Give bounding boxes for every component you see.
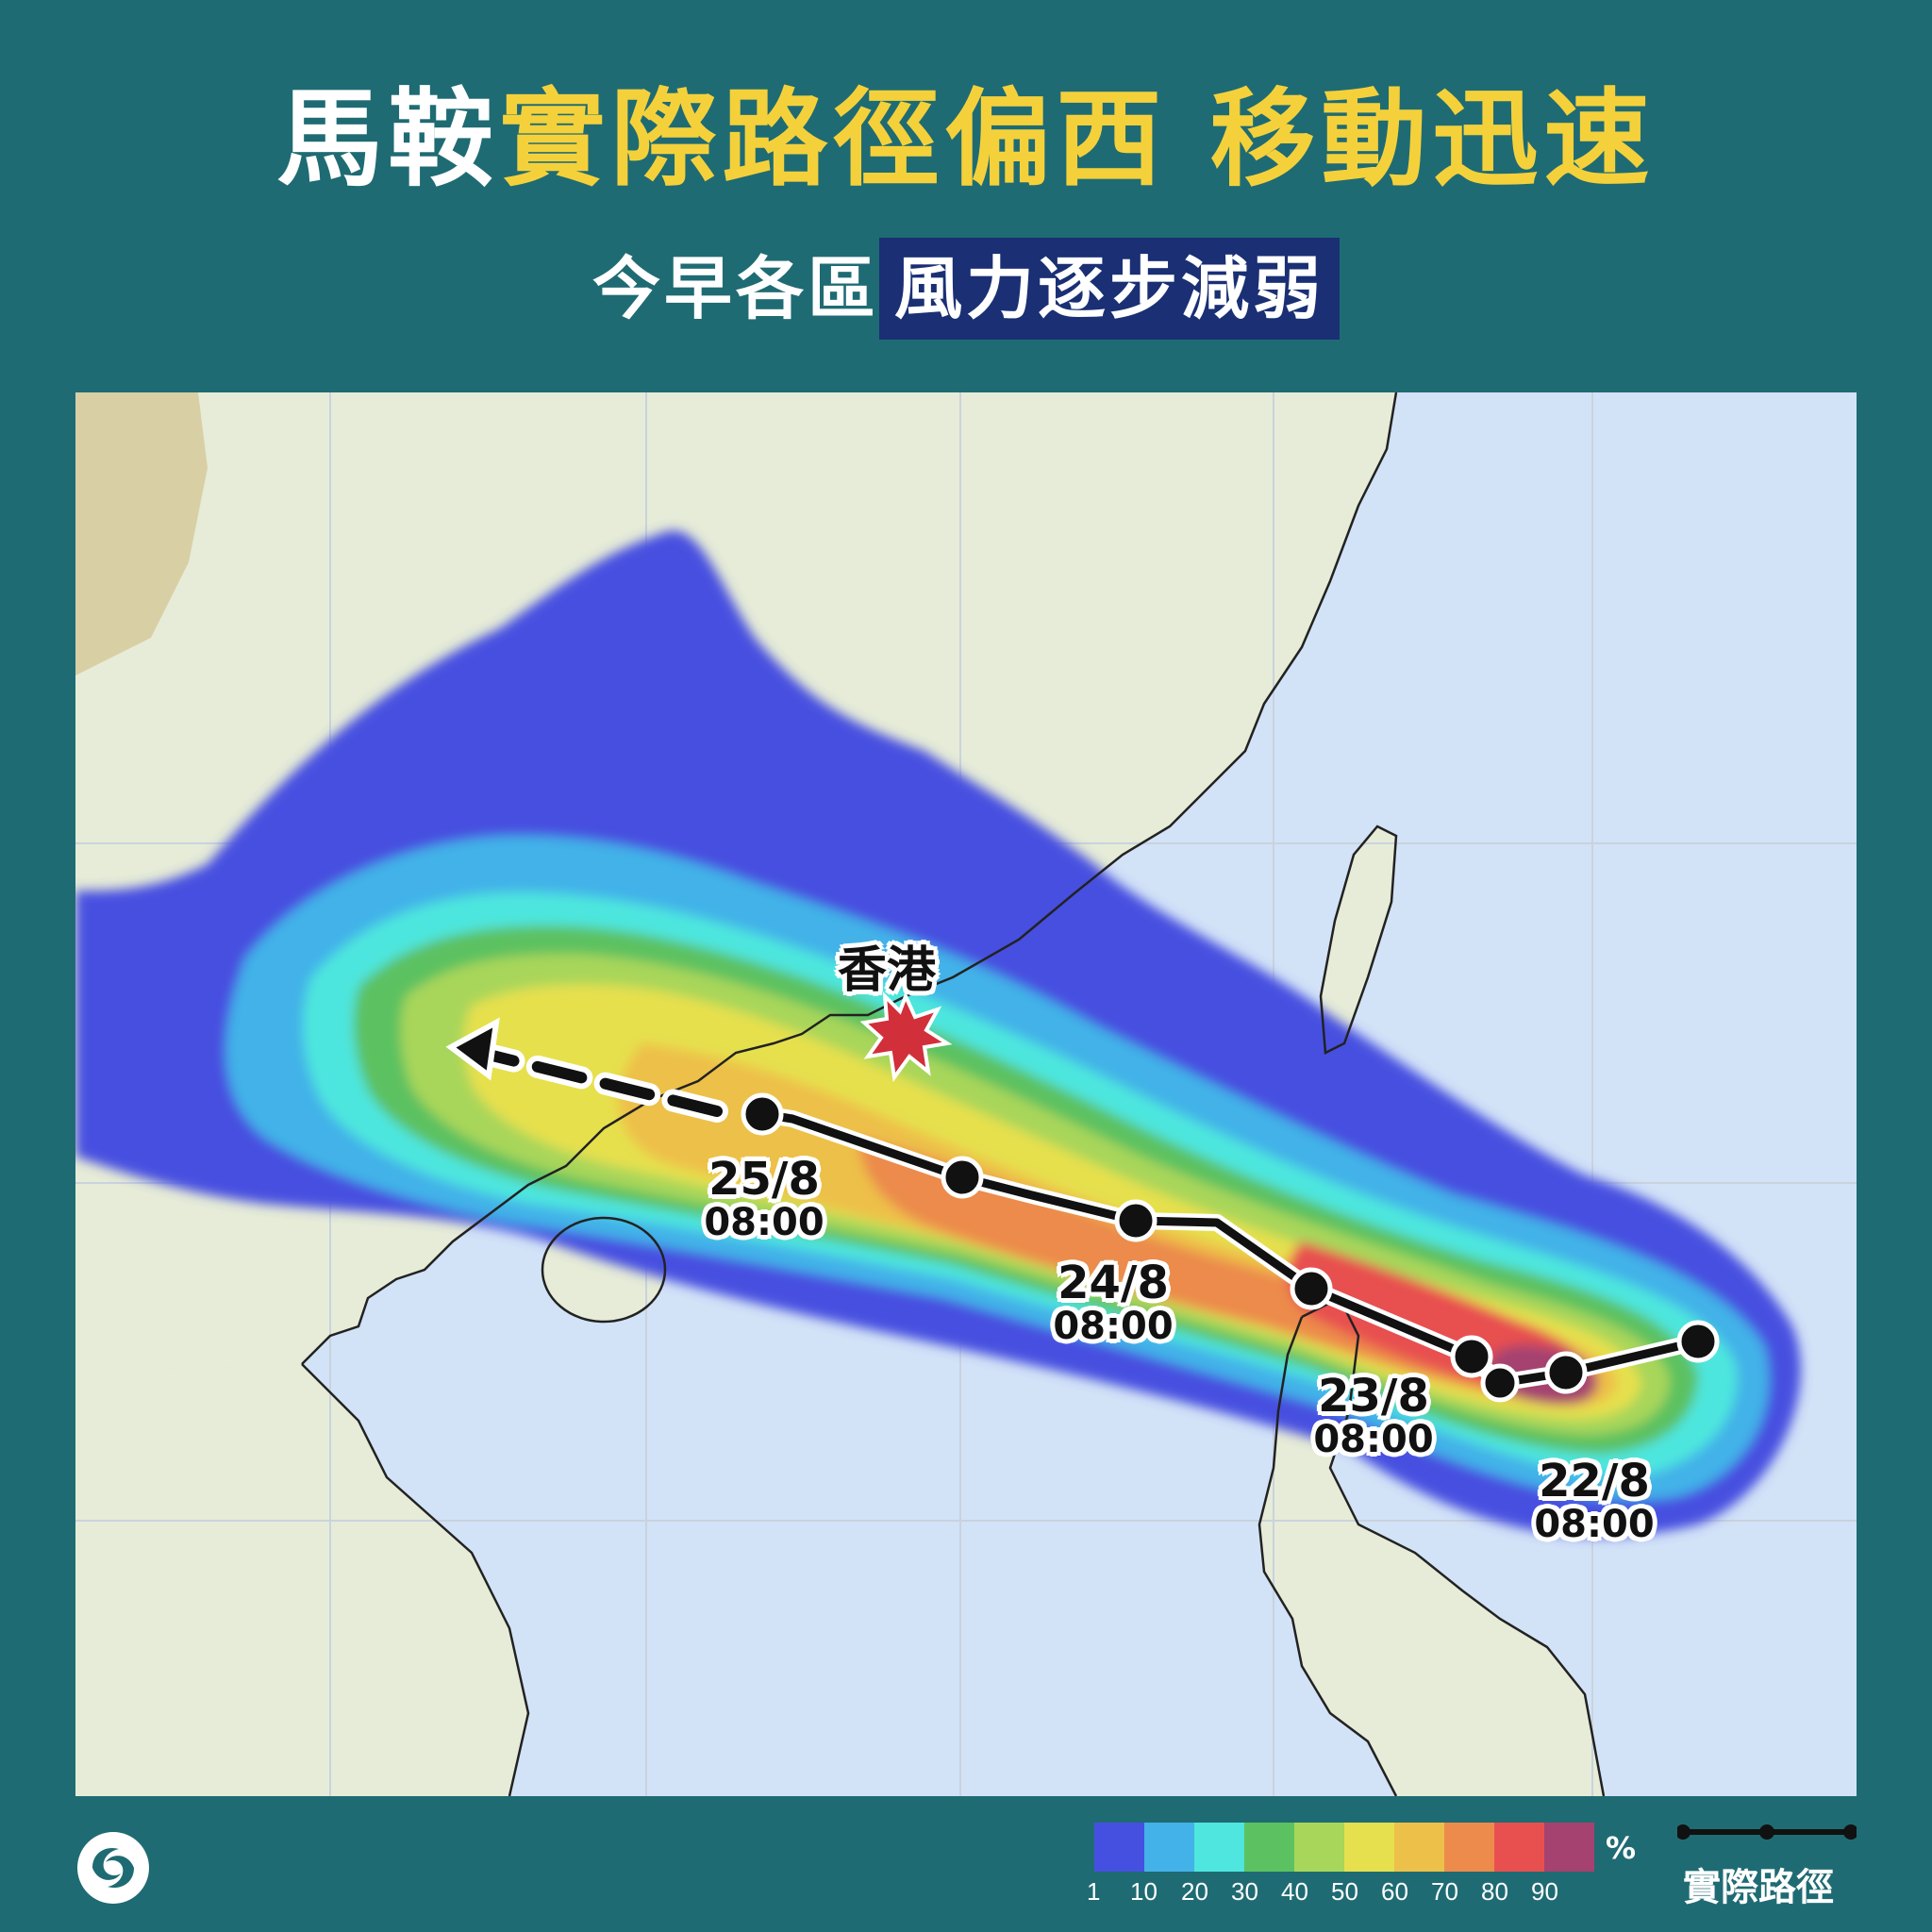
- track-point: [741, 1092, 784, 1136]
- subtitle-lead: 今早各區: [591, 249, 879, 328]
- legend-tick: 50: [1331, 1877, 1358, 1906]
- legend-swatch: [1344, 1823, 1394, 1872]
- track-point: [1480, 1363, 1520, 1403]
- legend-swatch: [1544, 1823, 1594, 1872]
- land-highlands: [75, 392, 208, 675]
- legend-tick: 10: [1130, 1877, 1158, 1906]
- coastlines: [301, 392, 1606, 1796]
- probability-map: 香港 25/8 08:00 24/8 08:00 23/8 08:00 22/8…: [75, 392, 1857, 1796]
- observatory-logo-icon: [77, 1832, 149, 1904]
- track-label-24: 24/8 08:00: [1038, 1260, 1189, 1345]
- track-label-date: 24/8: [1058, 1257, 1169, 1309]
- legend-tick: 80: [1481, 1877, 1508, 1906]
- land-indochina: [75, 1364, 528, 1796]
- track-label-time: 08:00: [704, 1201, 824, 1244]
- track-legend-line-icon: [1677, 1824, 1857, 1840]
- map-graphic: [75, 392, 1857, 1796]
- track-label-time: 08:00: [1053, 1305, 1174, 1348]
- land-taiwan: [1321, 826, 1396, 1053]
- track-point: [1290, 1267, 1333, 1310]
- track-label-time: 08:00: [1534, 1503, 1655, 1546]
- city-label-hong-kong: 香港: [838, 942, 937, 999]
- legend-tick: 90: [1531, 1877, 1558, 1906]
- track-label-date: 22/8: [1539, 1455, 1650, 1507]
- legend-swatch: [1244, 1823, 1294, 1872]
- legend-swatch: [1194, 1823, 1244, 1872]
- main-title: 馬鞍實際路徑偏西 移動迅速: [0, 74, 1932, 206]
- track-label-date: 25/8: [708, 1153, 820, 1206]
- legend-swatch: [1094, 1823, 1144, 1872]
- track-label-time: 08:00: [1313, 1418, 1434, 1461]
- subtitle: 今早各區 風力逐步減弱: [0, 238, 1932, 340]
- legend-swatch: [1294, 1823, 1344, 1872]
- track-label-25: 25/8 08:00: [689, 1157, 840, 1241]
- track-point: [1544, 1351, 1588, 1394]
- track-point: [1676, 1320, 1720, 1363]
- track-point: [1450, 1335, 1493, 1378]
- hong-kong-marker: [859, 991, 953, 1083]
- track-label-date: 23/8: [1318, 1370, 1429, 1423]
- track-label-22: 22/8 08:00: [1519, 1458, 1670, 1543]
- subtitle-highlight: 風力逐步減弱: [879, 238, 1341, 340]
- legend-tick: 1: [1087, 1877, 1101, 1906]
- forecast-arrow: [445, 1017, 728, 1123]
- legend-unit: %: [1606, 1830, 1637, 1866]
- track-label-23: 23/8 08:00: [1298, 1374, 1449, 1458]
- legend-tick: 40: [1281, 1877, 1308, 1906]
- legend-swatch: [1444, 1823, 1494, 1872]
- legend-swatch: [1394, 1823, 1444, 1872]
- legend-swatch: [1144, 1823, 1194, 1872]
- actual-track: [741, 1092, 1720, 1403]
- legend-swatch: [1494, 1823, 1544, 1872]
- track-point: [941, 1156, 984, 1199]
- probability-legend-bar: [1094, 1823, 1594, 1872]
- title-typhoon-name: 馬鞍: [276, 78, 500, 201]
- title-headline: 實際路徑偏西 移動迅速: [499, 78, 1656, 201]
- track-point: [1114, 1199, 1158, 1242]
- track-legend-label: 實際路徑: [1683, 1866, 1834, 1909]
- legend-tick: 30: [1231, 1877, 1258, 1906]
- legend-tick: 70: [1431, 1877, 1458, 1906]
- legend-tick: 60: [1381, 1877, 1408, 1906]
- legend-tick: 20: [1181, 1877, 1208, 1906]
- land-philippines: [1259, 1298, 1604, 1796]
